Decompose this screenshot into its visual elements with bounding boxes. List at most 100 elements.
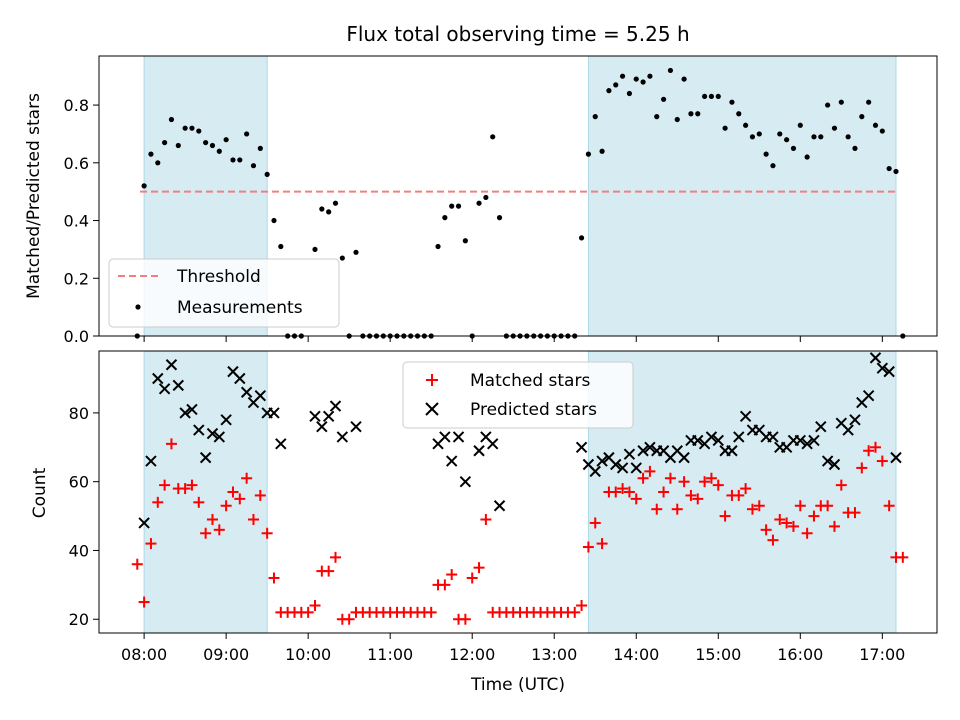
predicted-legend-label: Predicted stars: [470, 400, 597, 420]
count-shaded-interval: [143, 350, 268, 634]
measurement-point: [455, 203, 462, 209]
predicted-star-stroke: [227, 365, 239, 378]
measurement-point: [585, 151, 592, 157]
matched-star-point: [446, 569, 458, 581]
measurement-point: [722, 125, 728, 131]
predicted-star-point: [240, 386, 253, 398]
measurement-point: [715, 93, 721, 100]
measurement-point: [729, 99, 735, 105]
measurement-point: [633, 76, 639, 82]
measurements-legend-label: Measurements: [177, 298, 303, 318]
measurement-point: [168, 116, 175, 123]
predicted-star-stroke: [172, 379, 184, 392]
matched-star-point: [767, 534, 779, 546]
count-panel: 20 40 60 80 08:00 09:00 10:00 11:00 12:00 13:00 1…: [30, 350, 938, 695]
matched-star-point: [227, 486, 239, 498]
measurement-point: [257, 145, 263, 151]
predicted-star-point: [869, 352, 882, 364]
matched-star-point: [131, 558, 143, 570]
matched-star-point: [856, 462, 868, 474]
predicted-star-point: [206, 427, 219, 440]
predicted-star-stroke: [350, 420, 362, 433]
measurement-point: [353, 249, 359, 255]
matched-star-point: [630, 493, 642, 505]
measurement-point: [250, 163, 257, 169]
measurement-point: [879, 128, 885, 134]
predicted-star-point: [644, 441, 656, 453]
matched-star-point: [787, 520, 799, 532]
matched-star-point: [808, 510, 820, 522]
count-y-axis-label: Count: [30, 467, 50, 518]
matched-star-point: [869, 441, 881, 453]
predicted-star-point: [692, 434, 704, 447]
count-x-tick-label: 10:00: [285, 645, 331, 664]
predicted-star-stroke: [179, 407, 191, 419]
predicted-star-point: [828, 458, 841, 471]
predicted-star-stroke: [145, 455, 157, 467]
predicted-star-point: [637, 445, 649, 457]
predicted-star-stroke: [254, 390, 267, 402]
matched-star-point: [261, 527, 273, 539]
measurement-point: [339, 255, 345, 261]
predicted-star-stroke: [309, 410, 321, 423]
predicted-star-point: [821, 455, 834, 467]
matched-star-point: [822, 500, 834, 512]
matched-star-point: [323, 565, 335, 577]
matched-star-point: [241, 472, 253, 484]
predicted-star-point: [268, 407, 280, 419]
measurement-point: [859, 114, 865, 120]
ratio-legend-box: [108, 258, 340, 328]
predicted-star-stroke: [220, 414, 232, 426]
predicted-star-stroke: [849, 414, 861, 426]
matched-star-point: [863, 445, 875, 457]
predicted-star-stroke: [240, 386, 253, 398]
matched-star-point: [145, 538, 157, 550]
matched-star-point: [576, 599, 588, 611]
matched-star-point: [733, 489, 745, 501]
matched-star-point: [268, 572, 280, 584]
predicted-star-point: [623, 448, 636, 460]
matched-star-point: [466, 572, 478, 584]
ratio-panel: 0.00.20.40.60.8 Matched/Predicted stars …: [24, 55, 938, 346]
measurement-point: [449, 203, 455, 209]
matched-star-point: [254, 489, 266, 501]
measurement-point: [175, 142, 181, 149]
predicted-star-stroke: [678, 451, 690, 464]
predicted-star-stroke: [268, 407, 280, 419]
predicted-star-stroke: [493, 500, 506, 512]
matched-star-point: [193, 496, 205, 508]
predicted-star-stroke: [336, 431, 349, 443]
predicted-star-point: [158, 383, 171, 395]
measurement-point: [435, 243, 441, 250]
predicted-star-point: [459, 475, 472, 488]
measurement-point: [695, 111, 701, 117]
matched-star-point: [165, 438, 177, 450]
predicted-star-point: [309, 410, 321, 423]
predicted-star-point: [336, 431, 349, 443]
count-x-tick-label: 09:00: [203, 645, 249, 664]
predicted-star-point: [350, 420, 362, 433]
count-x-tick-label: 15:00: [695, 645, 741, 664]
measurement-point: [893, 168, 899, 175]
predicted-star-point: [234, 372, 246, 385]
ratio-y-tick-label: 0.4: [64, 212, 89, 231]
measurement-point: [770, 163, 776, 169]
matched-star-point: [801, 527, 813, 539]
predicted-star-point: [487, 438, 499, 450]
predicted-star-stroke: [199, 451, 212, 464]
measurement-point: [681, 76, 687, 82]
matched-star-point: [746, 503, 758, 515]
ratio-axes-frame: [98, 55, 938, 337]
measurement-point: [838, 99, 844, 105]
matched-star-point: [876, 455, 888, 467]
measurement-point: [483, 194, 489, 201]
predicted-star-point: [705, 431, 718, 443]
matched-star-point: [835, 479, 847, 491]
measurement-point: [230, 157, 236, 163]
predicted-star-point: [808, 434, 820, 447]
matched-star-point: [589, 517, 601, 529]
predicted-star-stroke: [835, 417, 848, 429]
predicted-star-point: [712, 434, 724, 447]
predicted-star-point: [883, 365, 895, 378]
count-x-tick-label: 08:00: [121, 645, 167, 664]
